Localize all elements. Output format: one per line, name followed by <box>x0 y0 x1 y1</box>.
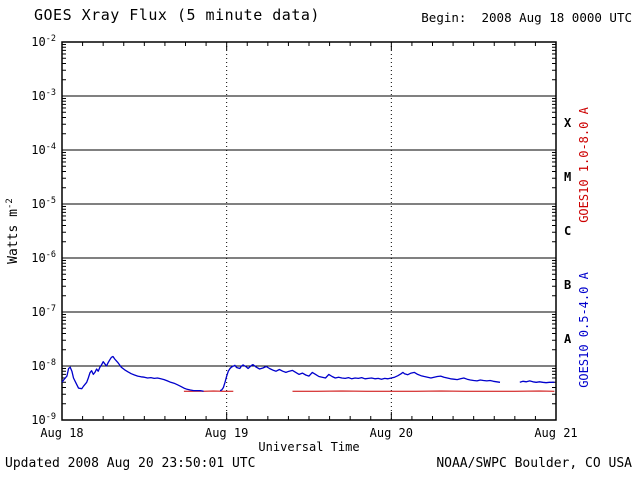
y-tick-label: 10-5 <box>31 196 56 211</box>
long-channel-label: GOES10 1.0-8.0 A <box>577 106 591 222</box>
y-tick-label: 10-8 <box>31 358 56 373</box>
source-credit: NOAA/SWPC Boulder, CO USA <box>436 456 632 471</box>
begin-timestamp: Begin: 2008 Aug 18 0000 UTC <box>421 10 632 25</box>
x-tick-label: Aug 18 <box>40 426 83 440</box>
y-tick-label: 10-6 <box>31 250 56 265</box>
flux-class-letter: M <box>564 170 571 184</box>
y-tick-label: 10-4 <box>31 142 56 157</box>
y-tick-label: 10-7 <box>31 304 56 319</box>
updated-timestamp: Updated 2008 Aug 20 23:50:01 UTC <box>5 456 256 471</box>
x-tick-label: Aug 21 <box>534 426 577 440</box>
chart-title: GOES Xray Flux (5 minute data) <box>34 6 320 24</box>
flux-class-letter: A <box>564 332 572 346</box>
y-tick-label: 10-2 <box>31 34 56 49</box>
plot-border <box>61 41 557 421</box>
flux-trace-short <box>61 355 204 392</box>
flux-trace-short <box>219 363 501 392</box>
flux-class-letter: C <box>564 224 571 238</box>
flux-trace-short <box>519 380 555 384</box>
x-tick-label: Aug 20 <box>370 426 413 440</box>
y-tick-label: 10-3 <box>31 88 56 103</box>
x-tick-label: Aug 19 <box>205 426 248 440</box>
flux-class-letter: X <box>564 116 572 130</box>
x-axis-title: Universal Time <box>258 440 359 454</box>
short-channel-label: GOES10 0.5-4.0 A <box>577 271 591 387</box>
flux-class-letter: B <box>564 278 571 292</box>
y-tick-label: 10-9 <box>31 412 56 427</box>
y-axis-title: Watts m-2 <box>5 198 21 264</box>
